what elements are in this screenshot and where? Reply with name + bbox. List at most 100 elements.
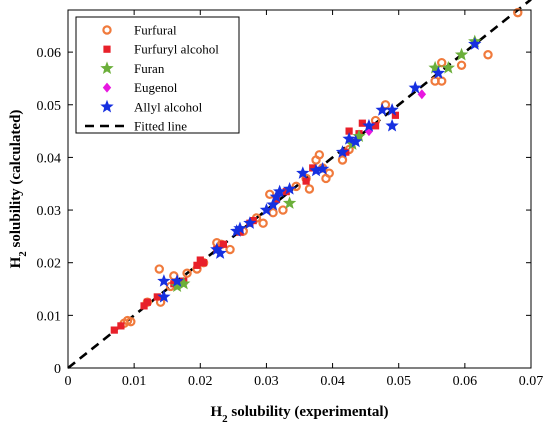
data-point-furfuryl-alcohol xyxy=(249,216,257,225)
data-point-furfural xyxy=(225,244,235,255)
data-point-furfural xyxy=(437,76,447,86)
data-point-furan xyxy=(454,47,469,61)
x-tick-label: 0.04 xyxy=(320,374,345,389)
data-point-furfuryl-alcohol xyxy=(153,293,161,301)
legend-items: Furfural Furfuryl alcohol Furan Eugenol Ally… xyxy=(85,23,219,134)
legend-item-fitted-line: Fitted line xyxy=(85,119,187,134)
legend-item-allyl-alcohol: Allyl alcohol xyxy=(100,99,203,114)
data-point-allyl-alcohol xyxy=(375,103,389,116)
data-point-allyl-alcohol xyxy=(266,197,280,211)
data-point-furan xyxy=(177,276,191,290)
data-point-furfural xyxy=(126,316,136,327)
y-tick-label: 0.01 xyxy=(37,309,62,324)
legend-item-furfuryl-alcohol: Furfuryl alcohol xyxy=(103,42,219,57)
data-point-furfuryl-alcohol xyxy=(110,326,118,334)
y-axis-title-rest: solubility (calculated) xyxy=(8,110,24,252)
y-axis-title-main: H xyxy=(8,256,24,268)
legend-swatch-furfuryl-alcohol xyxy=(103,45,111,53)
data-point-allyl-alcohol xyxy=(157,274,171,287)
data-point-furfuryl-alcohol xyxy=(193,261,201,269)
y-tick-label: 0.05 xyxy=(37,99,62,114)
legend-label-eugenol: Eugenol xyxy=(134,80,178,95)
legend-label-furfural: Furfural xyxy=(134,23,177,38)
data-point-furfuryl-alcohol xyxy=(117,322,125,330)
legend-swatch-eugenol xyxy=(102,82,112,93)
data-point-furfural xyxy=(314,150,325,160)
data-point-allyl-alcohol xyxy=(230,224,244,237)
data-point-furan xyxy=(441,60,455,74)
y-axis-title-sub: 2 xyxy=(17,251,29,257)
x-tick-label: 0 xyxy=(65,374,72,389)
data-point-furfuryl-alcohol xyxy=(391,111,400,119)
data-point-allyl-alcohol xyxy=(157,289,171,303)
x-axis-title: H2 solubility (experimental) xyxy=(211,404,389,425)
data-point-allyl-alcohol xyxy=(170,274,184,287)
data-point-allyl-alcohol xyxy=(315,161,330,175)
y-tick-label: 0.02 xyxy=(37,257,62,272)
data-point-furfural xyxy=(456,60,467,70)
legend-item-furfural: Furfural xyxy=(102,23,177,38)
data-point-allyl-alcohol xyxy=(273,184,287,198)
x-tick-label: 0.03 xyxy=(254,374,279,389)
data-point-furfural xyxy=(182,268,192,278)
data-point-furfural xyxy=(304,184,315,194)
data-point-furfuryl-alcohol xyxy=(282,188,290,196)
data-point-furan xyxy=(428,60,442,74)
x-axis-title-main: H xyxy=(211,404,223,420)
data-point-furfuryl-alcohol xyxy=(219,240,228,248)
x-tick-label: 0.07 xyxy=(519,374,544,389)
data-point-allyl-alcohol xyxy=(243,216,257,229)
data-point-furan xyxy=(352,129,366,143)
legend-swatch-furan xyxy=(100,61,114,75)
data-point-furan xyxy=(282,196,297,209)
legend-label-furfuryl-alcohol: Furfuryl alcohol xyxy=(134,42,219,57)
x-tick-label: 0.05 xyxy=(386,374,411,389)
legend-swatch-allyl-alcohol xyxy=(100,99,114,113)
legend-swatch-furfural xyxy=(102,25,112,35)
y-tick-label: 0 xyxy=(54,362,61,377)
data-point-furfural xyxy=(268,207,278,218)
data-point-furfural xyxy=(337,155,348,165)
data-point-furfural xyxy=(154,264,164,274)
data-point-furfuryl-alcohol xyxy=(140,302,148,310)
legend-label-fitted-line: Fitted line xyxy=(134,119,187,134)
y-tick-label: 0.06 xyxy=(37,46,62,61)
data-point-allyl-alcohol xyxy=(335,145,350,158)
legend-item-furan: Furan xyxy=(100,61,165,76)
plot-frame xyxy=(67,9,532,369)
data-point-allyl-alcohol xyxy=(408,80,422,94)
legend-box xyxy=(75,16,240,134)
data-point-furfural xyxy=(437,57,447,68)
legend-label-furan: Furan xyxy=(134,61,165,76)
data-point-allyl-alcohol xyxy=(468,37,482,50)
data-point-furfural xyxy=(258,218,268,228)
data-point-allyl-alcohol xyxy=(309,163,323,177)
axis-ticks: 0 0.01 0.02 0.03 0.04 0.05 0.06 0.07 0 0.01 0.02 0.… xyxy=(37,10,544,389)
legend-label-allyl-alcohol: Allyl alcohol xyxy=(134,99,203,114)
data-point-furfuryl-alcohol xyxy=(371,122,380,130)
data-point-allyl-alcohol xyxy=(296,166,310,179)
x-tick-label: 0.02 xyxy=(188,374,213,389)
data-point-furfural xyxy=(324,168,334,178)
data-point-furfural xyxy=(291,181,301,192)
data-points-layer xyxy=(110,7,523,334)
data-point-furfuryl-alcohol xyxy=(199,259,208,267)
data-point-allyl-alcohol xyxy=(349,134,363,148)
data-point-furfuryl-alcohol xyxy=(345,127,353,135)
data-point-allyl-alcohol xyxy=(213,246,227,259)
data-point-furan xyxy=(170,279,184,293)
data-point-furfuryl-alcohol xyxy=(236,228,244,236)
data-point-allyl-alcohol xyxy=(385,103,399,116)
legend-item-eugenol: Eugenol xyxy=(102,80,178,95)
data-point-furfural xyxy=(278,205,288,215)
x-axis-title-rest: solubility (experimental) xyxy=(228,404,389,420)
y-tick-label: 0.03 xyxy=(37,204,62,219)
data-point-allyl-alcohol xyxy=(362,118,376,132)
data-point-furfuryl-alcohol xyxy=(358,119,366,127)
data-point-allyl-alcohol xyxy=(431,66,446,79)
legend: Furfural Furfuryl alcohol Furan Eugenol Ally… xyxy=(75,16,240,134)
data-point-allyl-alcohol xyxy=(385,118,399,132)
data-point-furfuryl-alcohol xyxy=(309,164,317,172)
data-point-allyl-alcohol xyxy=(282,182,297,195)
